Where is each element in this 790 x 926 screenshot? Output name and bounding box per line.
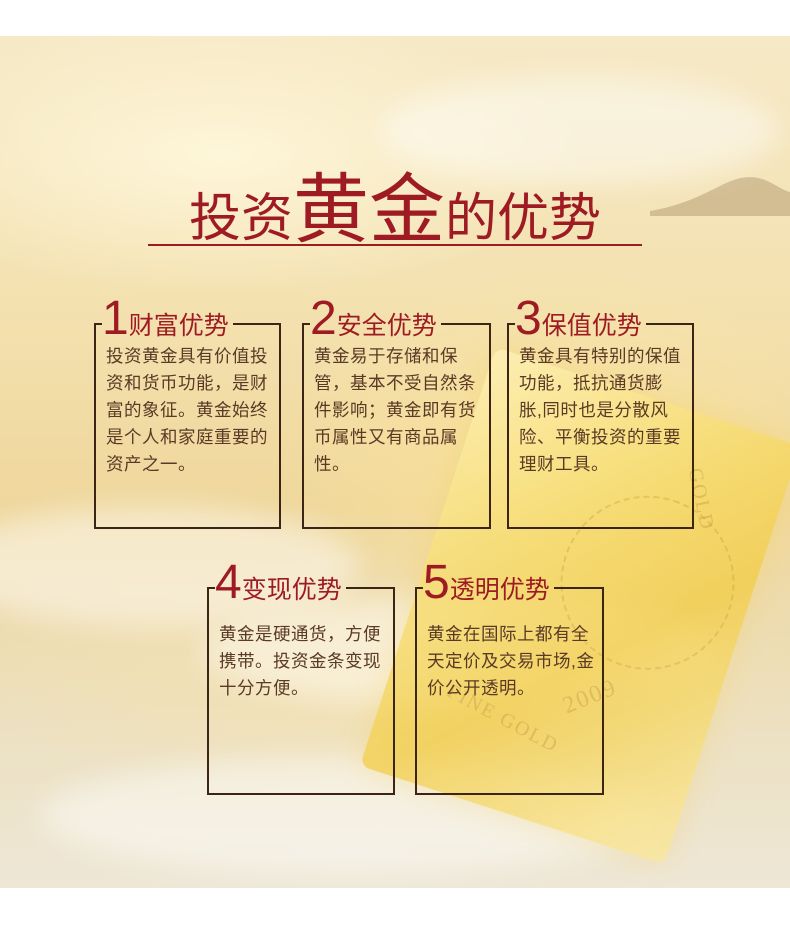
advantage-number: 3: [515, 292, 542, 345]
advantage-number: 5: [423, 556, 450, 609]
advantage-title: 保值优势: [541, 312, 642, 340]
mountain-silhouette: [650, 177, 790, 216]
advantage-card-safety: 2安全优势 黄金易于存储和保管，基本不受自然条件影响；黄金即有货币属性又有商品属…: [302, 295, 491, 529]
advantage-heading: 4变现优势: [215, 559, 342, 607]
advantage-card-value: 3保值优势 黄金具有特别的保值功能，抵抗通货膨胀,同时也是分散风险、平衡投资的重…: [507, 295, 694, 529]
advantage-number: 1: [102, 292, 129, 345]
advantage-card-transparency: 5透明优势 黄金在国际上都有全天定价及交易市场,金价公开透明。: [415, 559, 604, 795]
advantage-description: 黄金易于存储和保管，基本不受自然条件影响；黄金即有货币属性又有商品属性。: [314, 346, 476, 474]
advantage-card-wealth: 1财富优势 投资黄金具有价值投资和货币功能，是财富的象征。黄金始终是个人和家庭重…: [94, 295, 281, 529]
title-part2: 的优势: [445, 190, 602, 248]
advantage-description: 黄金是硬通货，方便携带。投资金条变现十分方便。: [219, 624, 381, 698]
cloud-decoration: [0, 506, 360, 626]
background-canvas: GOLD FINE GOLD 2009: [0, 36, 790, 888]
advantage-title: 财富优势: [128, 312, 229, 340]
advantage-heading: 3保值优势: [515, 295, 642, 343]
title-highlight: 黄金: [293, 168, 445, 253]
advantage-title: 透明优势: [449, 576, 550, 604]
advantage-heading: 1财富优势: [102, 295, 229, 343]
advantage-title: 安全优势: [336, 312, 437, 340]
advantage-card-liquidity: 4变现优势 黄金是硬通货，方便携带。投资金条变现十分方便。: [207, 559, 395, 795]
page-title: 投资黄金的优势: [0, 148, 790, 258]
advantage-title: 变现优势: [241, 576, 342, 604]
advantage-number: 4: [215, 556, 242, 609]
advantage-description: 黄金具有特别的保值功能，抵抗通货膨胀,同时也是分散风险、平衡投资的重要理财工具。: [519, 346, 681, 474]
title-part1: 投资: [188, 190, 293, 248]
advantage-number: 2: [310, 292, 337, 345]
cloud-decoration: [380, 76, 780, 186]
advantage-heading: 2安全优势: [310, 295, 437, 343]
advantage-description: 黄金在国际上都有全天定价及交易市场,金价公开透明。: [427, 624, 595, 698]
advantage-description: 投资黄金具有价值投资和货币功能，是财富的象征。黄金始终是个人和家庭重要的资产之一…: [106, 346, 268, 474]
advantage-heading: 5透明优势: [423, 559, 550, 607]
title-divider: [148, 244, 642, 246]
